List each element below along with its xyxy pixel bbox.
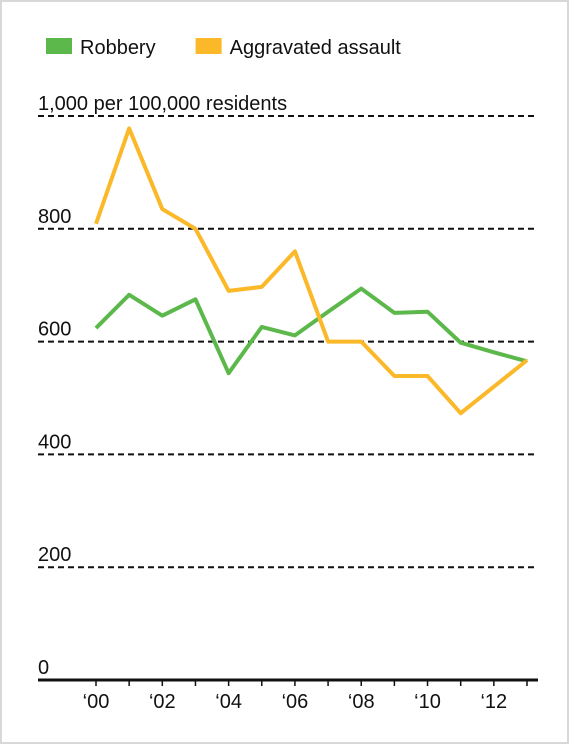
x-tick-label: ‘12: [480, 691, 507, 713]
x-tick-label: ‘10: [414, 691, 441, 713]
y-tick-label: 200: [38, 544, 71, 566]
y-tick-label: 0: [38, 657, 49, 679]
y-tick-label: 1,000 per 100,000 residents: [38, 93, 287, 115]
x-tick-label: ‘00: [83, 691, 110, 713]
legend-label: Robbery: [80, 37, 156, 59]
legend-swatch: [195, 38, 222, 54]
y-tick-label: 600: [38, 319, 71, 341]
series-line: [94, 286, 528, 376]
x-tick-label: ‘08: [348, 691, 375, 713]
y-tick-label: 800: [38, 206, 71, 228]
y-tick-label: 400: [38, 431, 71, 453]
x-tick-label: ‘04: [215, 691, 242, 713]
legend-label: Aggravated assault: [230, 37, 402, 59]
x-tick-label: ‘02: [149, 691, 176, 713]
series-line: [94, 126, 529, 416]
x-tick-label: ‘06: [282, 691, 309, 713]
legend-swatch: [46, 38, 72, 54]
